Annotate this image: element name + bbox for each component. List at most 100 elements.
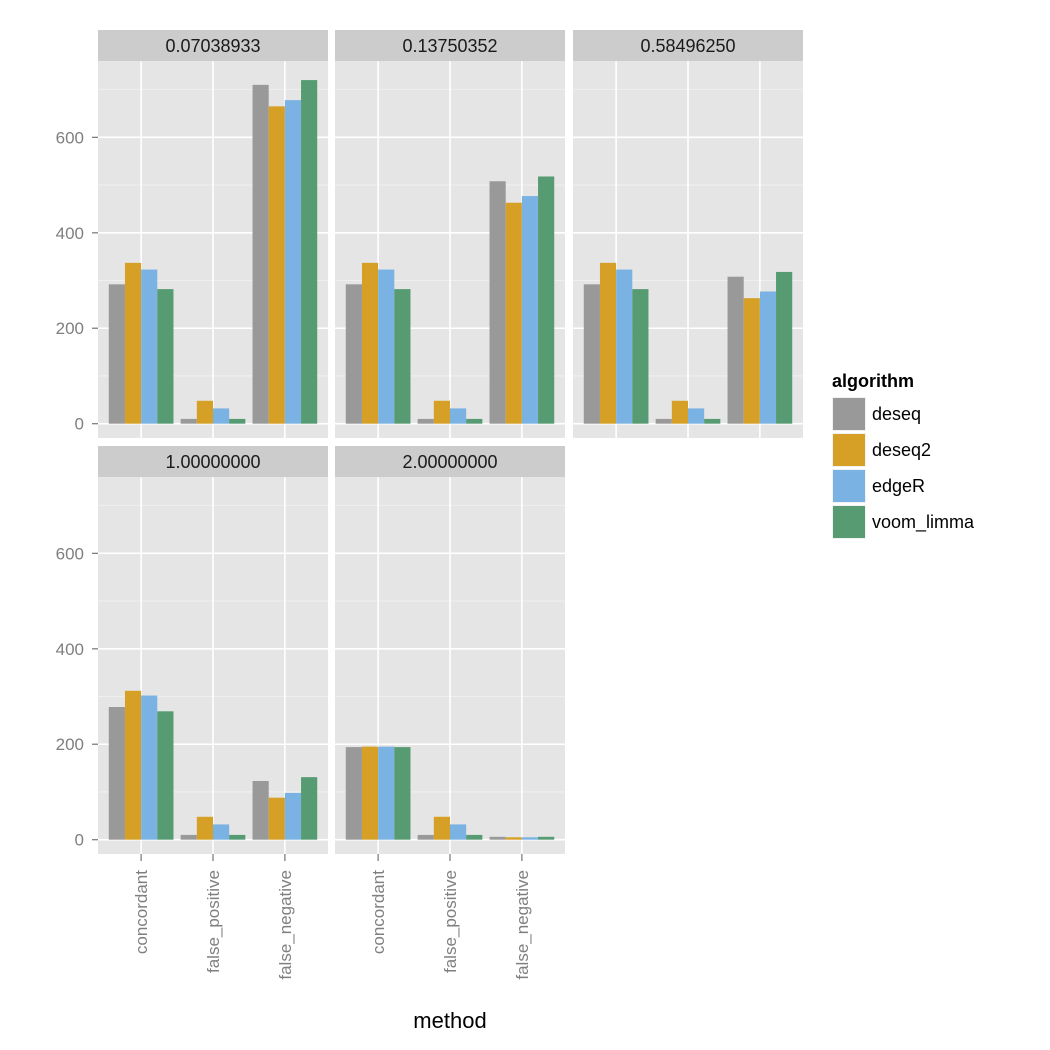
legend-label: edgeR: [872, 476, 925, 496]
facet-panel: 0.07038933: [98, 30, 328, 438]
bar: [124, 262, 142, 424]
bar: [229, 418, 246, 424]
facet-panel: 0.58496250: [573, 30, 803, 438]
bar: [704, 418, 721, 424]
facet-panel: 1.00000000: [98, 446, 328, 854]
bar: [213, 408, 230, 424]
bar: [284, 792, 302, 840]
bar: [394, 289, 411, 424]
bar: [108, 707, 125, 840]
bar: [213, 824, 230, 840]
bar: [743, 298, 760, 424]
x-tick-label: false_negative: [276, 870, 295, 980]
bar: [776, 271, 793, 424]
bar: [301, 777, 318, 840]
bar: [268, 106, 285, 424]
bar: [378, 269, 395, 424]
y-tick-label: 400: [56, 640, 84, 659]
facet-strip: [98, 30, 328, 61]
y-tick-label: 600: [56, 544, 84, 563]
x-tick-label: concordant: [132, 870, 151, 954]
bar: [157, 289, 174, 424]
facet-strip: [98, 446, 328, 477]
bar: [489, 181, 506, 424]
bar: [616, 269, 633, 424]
facet-strip: [335, 30, 565, 61]
y-tick-label: 400: [56, 224, 84, 243]
x-tick-label: false_positive: [441, 870, 460, 973]
bar: [252, 780, 269, 840]
bar: [466, 418, 483, 424]
facet-strip: [573, 30, 803, 61]
bar: [450, 408, 467, 424]
bar: [466, 834, 483, 840]
bar: [345, 284, 362, 424]
legend-label: voom_limma: [872, 512, 975, 533]
bar: [268, 797, 285, 840]
bar: [759, 291, 777, 424]
facet-strip: [335, 446, 565, 477]
bar: [196, 816, 213, 840]
facet-panel: 2.00000000: [335, 446, 565, 854]
bar: [599, 262, 617, 424]
bar: [196, 400, 213, 424]
bar: [433, 400, 450, 424]
x-axis: concordant false_positive false_negative co…: [132, 854, 532, 980]
legend-swatch: [833, 434, 865, 466]
x-axis-title: method: [413, 1008, 486, 1033]
bar: [180, 418, 197, 424]
bar: [108, 284, 125, 424]
x-tick-label: false_positive: [204, 870, 223, 973]
bar: [394, 747, 411, 840]
panels-layer: 0.07038933 0.13750352 0.58496250 1.00000000…: [98, 30, 803, 854]
bar: [124, 690, 142, 840]
bar: [157, 711, 174, 840]
bar: [632, 289, 649, 424]
bar: [655, 418, 672, 424]
bar: [361, 746, 379, 840]
legend-swatch: [833, 506, 865, 538]
y-axis: 0 200 400 600 0 200 400 600: [56, 128, 98, 850]
bar: [345, 747, 362, 840]
bar: [727, 276, 744, 424]
bar: [141, 269, 158, 424]
bar: [538, 836, 555, 840]
bar: [141, 695, 158, 840]
bar: [671, 400, 688, 424]
y-tick-label: 200: [56, 319, 84, 338]
legend-items: deseq deseq2 edgeR voom_limma: [832, 397, 975, 539]
facet-title: 0.07038933: [165, 36, 260, 56]
bar: [180, 834, 197, 840]
facet-panel: 0.13750352: [335, 30, 565, 438]
facet-title: 0.58496250: [640, 36, 735, 56]
bar: [417, 418, 434, 424]
bar: [378, 746, 395, 840]
facet-title: 1.00000000: [165, 452, 260, 472]
bar: [301, 80, 318, 424]
y-tick-label: 600: [56, 128, 84, 147]
bar: [417, 834, 434, 840]
bar: [538, 176, 555, 424]
legend-swatch: [833, 398, 865, 430]
bar: [505, 837, 522, 840]
bar: [229, 834, 246, 840]
facet-title: 2.00000000: [402, 452, 497, 472]
bar: [361, 262, 379, 424]
legend-label: deseq2: [872, 440, 931, 460]
legend-title: algorithm: [832, 371, 914, 391]
bar: [489, 836, 506, 840]
bar: [252, 84, 269, 424]
bar: [450, 824, 467, 840]
legend-label: deseq: [872, 404, 921, 424]
bar: [433, 816, 450, 840]
x-tick-label: false_negative: [513, 870, 532, 980]
bar: [284, 100, 302, 424]
bar: [583, 284, 600, 424]
legend-swatch: [833, 470, 865, 502]
y-tick-label: 200: [56, 735, 84, 754]
y-tick-label: 0: [75, 415, 84, 434]
bar: [505, 202, 522, 424]
bar: [521, 837, 539, 840]
facet-title: 0.13750352: [402, 36, 497, 56]
